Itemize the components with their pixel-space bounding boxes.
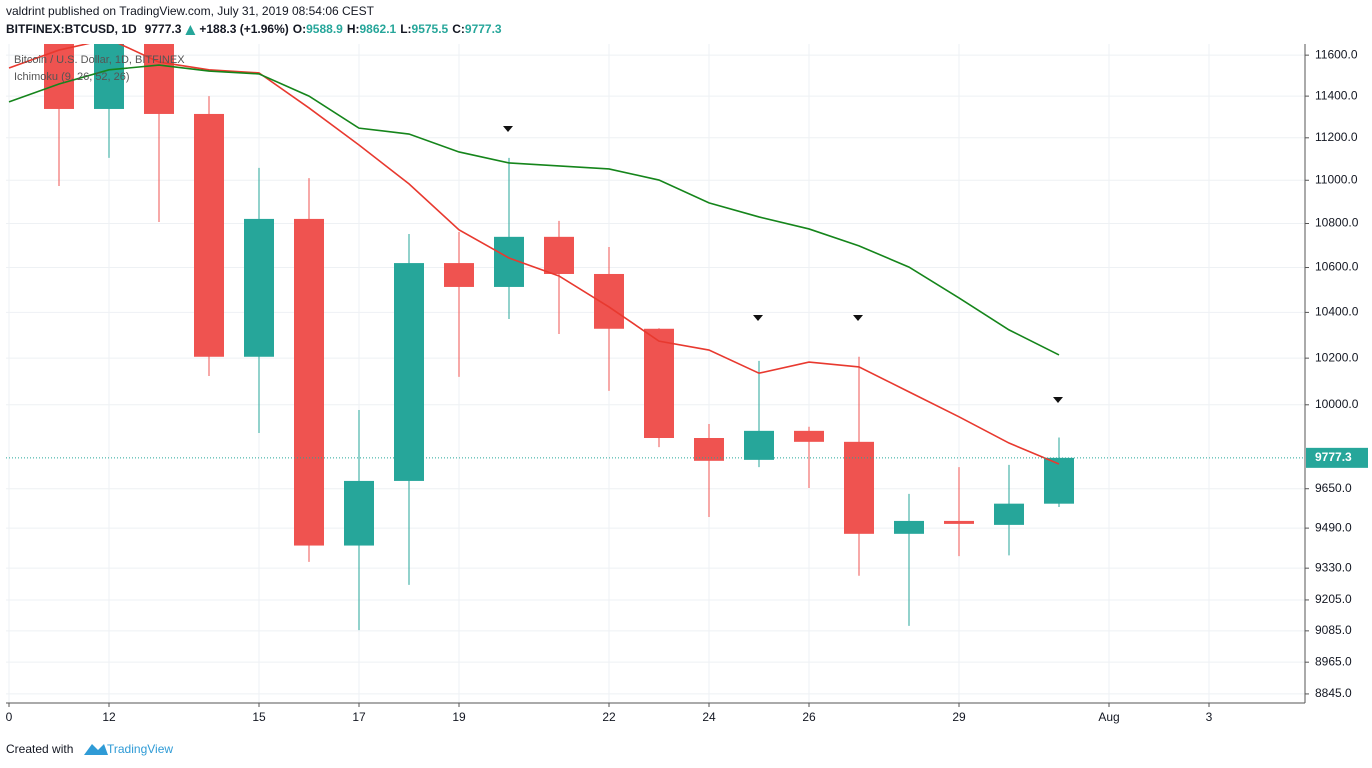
ohlc-value: 9862.1	[360, 22, 397, 36]
candle-body	[844, 441, 874, 534]
ohlc-label: H:	[347, 22, 360, 36]
ohlc-value: 9575.5	[412, 22, 449, 36]
ohlc-label: L:	[400, 22, 411, 36]
ohlc-label: O:	[293, 22, 306, 36]
candle-body	[44, 44, 74, 109]
y-tick-label: 11000.0	[1315, 172, 1358, 186]
candle-body	[994, 503, 1024, 525]
logo	[84, 744, 108, 755]
candle-body	[244, 218, 274, 357]
y-tick-label: 8965.0	[1315, 654, 1352, 668]
y-tick-label: 10800.0	[1315, 216, 1359, 230]
x-tick-label: 26	[802, 710, 816, 724]
symbol: BITFINEX:BTCUSD, 1D	[6, 22, 137, 36]
y-tick-label: 10200.0	[1315, 350, 1359, 364]
footer-created: Created with	[6, 742, 73, 756]
footer-brand: TradingView	[107, 742, 173, 756]
ichimoku-line	[8, 44, 1060, 465]
y-tick-label: 11200.0	[1315, 130, 1358, 144]
x-tick-label: 3	[1206, 710, 1213, 724]
candle-body	[394, 263, 424, 481]
plot	[6, 44, 1305, 631]
candle-body	[344, 480, 374, 546]
candle-body	[694, 438, 724, 461]
y-tick-label: 9330.0	[1315, 560, 1352, 574]
legend-indicator: Ichimoku (9, 26, 52, 26)	[14, 71, 130, 83]
candle-body	[444, 263, 474, 287]
ohlc-value: 9588.9	[306, 22, 343, 36]
y-tick-label: 11400.0	[1315, 88, 1358, 102]
y-tick-label: 10400.0	[1315, 305, 1359, 319]
x-tick-label: 29	[952, 710, 966, 724]
candle-body	[194, 113, 224, 357]
candle-body	[644, 328, 674, 439]
candle-body	[1044, 457, 1074, 504]
marker	[1053, 397, 1063, 403]
y-tick-label: 9205.0	[1315, 592, 1352, 606]
candle-body	[744, 430, 774, 460]
x-tick-label: 12	[102, 710, 116, 724]
candle-body	[144, 44, 174, 114]
y-tick-label: 10600.0	[1315, 260, 1359, 274]
marker	[503, 126, 513, 132]
price-label: 9777.3	[1315, 450, 1352, 464]
y-tick-label: 9490.0	[1315, 520, 1352, 534]
y-tick-label: 11600.0	[1315, 47, 1358, 61]
x-tick-label: 19	[452, 710, 466, 724]
candle-body	[794, 430, 824, 442]
marker	[853, 315, 863, 321]
candle-body	[94, 44, 124, 109]
fractal-markers	[503, 126, 1063, 403]
x-tick-label: 22	[602, 710, 616, 724]
y-tick-label: 9650.0	[1315, 481, 1352, 495]
quote-header: 9777.3 +188.3 (+1.96%) O: 9588.9 H: 9862.1 L: 9…	[145, 22, 502, 36]
up-arrow	[185, 25, 196, 35]
axes: 11600.0 11400.0 11200.0 11000.0 10800.0 10600…	[6, 47, 1368, 724]
candle-body	[944, 520, 974, 524]
ohlc-value: 9777.3	[465, 22, 502, 36]
x-tick-label: 24	[702, 710, 716, 724]
x-tick-label: Aug	[1098, 710, 1119, 724]
y-tick-label: 9085.0	[1315, 623, 1352, 637]
ichimoku-line	[8, 64, 1060, 356]
ohlc-label: C:	[452, 22, 465, 36]
y-tick-label: 8845.0	[1315, 686, 1352, 700]
candle-body	[544, 236, 574, 274]
candle-body	[294, 218, 324, 546]
publisher: valdrint published on TradingView.com, J…	[6, 4, 375, 18]
price-label-box	[1306, 447, 1368, 468]
x-tick-label: 0	[6, 710, 13, 724]
y-tick-label: 10000.0	[1315, 397, 1359, 411]
candle-body	[894, 520, 924, 534]
last-price: 9777.3	[145, 22, 182, 36]
x-tick-label: 17	[352, 710, 366, 724]
change: +188.3 (+1.96%)	[199, 22, 288, 36]
x-tick-label: 15	[252, 710, 266, 724]
marker	[753, 315, 763, 321]
legend-title: Bitcoin / U.S. Dollar, 1D, BITFINEX	[14, 54, 185, 66]
